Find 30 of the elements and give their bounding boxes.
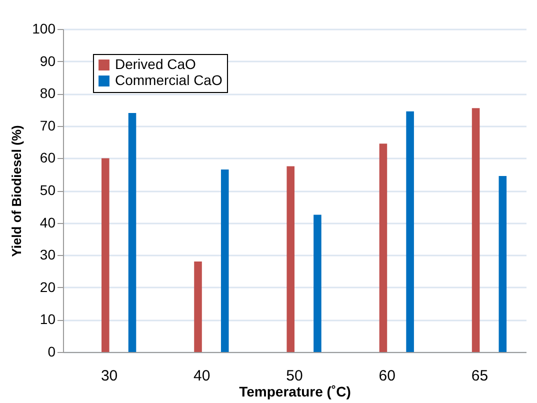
bar [498, 176, 507, 352]
x-tick-label: 40 [194, 368, 210, 384]
y-tick-label: 10 [40, 311, 56, 328]
y-tick-label: 80 [40, 85, 56, 102]
y-tick-label: 50 [40, 182, 56, 198]
y-tick-label: 60 [40, 150, 56, 166]
bar [406, 111, 414, 352]
y-axis-title: Yield of Biodiesel (%) [9, 125, 24, 257]
bar [286, 166, 294, 352]
bar [102, 158, 110, 352]
legend-label: Commercial CaO [115, 72, 222, 88]
y-tick-label: 90 [40, 52, 56, 69]
bar [379, 144, 388, 352]
bar [472, 108, 480, 352]
bar [194, 262, 202, 352]
bar [314, 214, 322, 352]
x-tick-label: 60 [378, 368, 396, 384]
bar [220, 170, 229, 352]
legend-label: Derived CaO [115, 56, 196, 72]
y-tick-label: 40 [40, 214, 56, 230]
y-tick-label: 100 [32, 20, 56, 36]
x-axis-title: Temperature (˚C) [239, 384, 351, 400]
y-tick-label: 20 [40, 278, 56, 295]
x-tick-label: 50 [286, 368, 303, 384]
bar [128, 112, 136, 352]
y-tick-label: 70 [40, 117, 56, 134]
y-tick-label: 0 [48, 344, 56, 360]
x-tick-label: 30 [100, 368, 118, 384]
y-tick-label: 30 [40, 246, 56, 263]
x-tick-label: 65 [471, 368, 488, 384]
